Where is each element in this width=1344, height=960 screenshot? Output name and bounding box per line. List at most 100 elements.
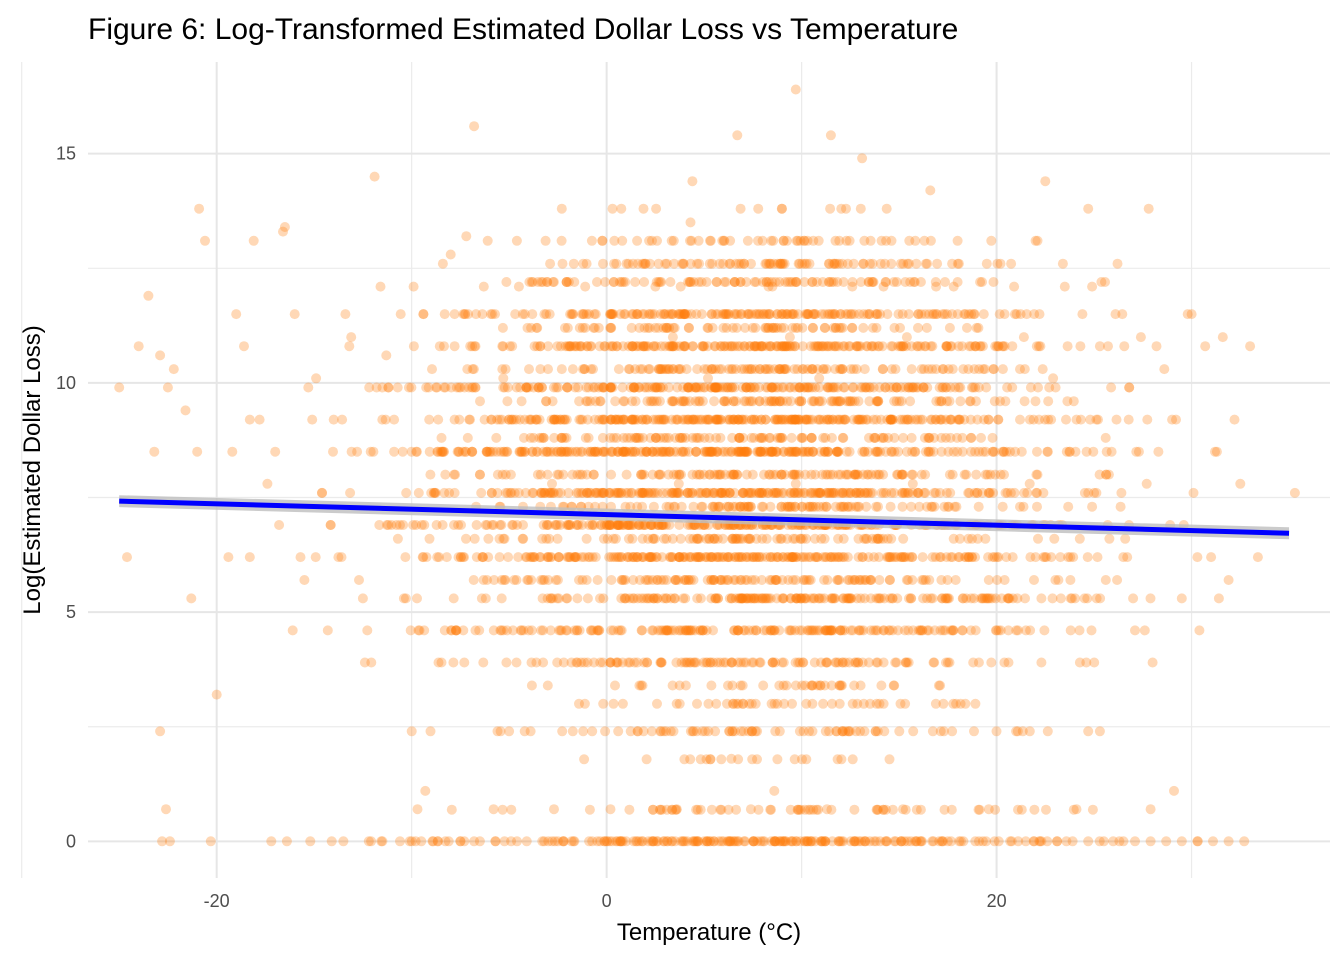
data-point bbox=[868, 625, 879, 636]
data-point bbox=[914, 501, 925, 512]
data-point bbox=[921, 501, 932, 512]
data-point bbox=[984, 593, 995, 604]
data-point bbox=[532, 446, 543, 457]
data-point bbox=[449, 487, 460, 498]
data-point bbox=[418, 309, 429, 320]
data-point bbox=[680, 680, 691, 691]
data-point bbox=[612, 520, 623, 530]
data-point bbox=[806, 625, 817, 636]
data-point bbox=[979, 593, 990, 604]
data-point bbox=[687, 176, 698, 187]
data-point bbox=[622, 552, 633, 563]
data-point bbox=[693, 552, 704, 563]
data-point bbox=[186, 593, 197, 604]
data-point bbox=[1217, 332, 1228, 343]
data-point bbox=[824, 625, 835, 636]
data-point bbox=[634, 487, 644, 498]
data-point bbox=[687, 726, 698, 737]
data-point bbox=[513, 281, 524, 292]
data-point bbox=[417, 552, 428, 563]
data-point bbox=[963, 533, 974, 544]
data-point bbox=[647, 446, 658, 457]
data-point bbox=[797, 680, 808, 691]
data-point bbox=[882, 552, 892, 563]
data-point bbox=[585, 625, 596, 636]
data-point bbox=[756, 487, 767, 498]
data-point bbox=[588, 625, 599, 636]
data-point bbox=[768, 625, 779, 636]
data-point bbox=[826, 487, 836, 498]
data-point bbox=[615, 836, 626, 847]
data-point bbox=[471, 520, 482, 530]
data-point bbox=[406, 836, 417, 847]
data-point bbox=[623, 657, 634, 668]
data-point bbox=[383, 382, 394, 393]
data-point bbox=[425, 726, 436, 737]
data-point bbox=[659, 533, 670, 544]
data-point bbox=[1169, 785, 1179, 796]
data-point bbox=[838, 726, 848, 737]
data-point bbox=[849, 575, 860, 585]
data-point bbox=[651, 446, 662, 457]
data-point bbox=[553, 593, 564, 604]
data-point bbox=[1200, 341, 1211, 352]
data-point bbox=[591, 487, 602, 498]
data-point bbox=[515, 414, 525, 425]
data-point bbox=[604, 520, 615, 530]
data-point bbox=[766, 836, 777, 847]
data-point bbox=[851, 726, 861, 737]
data-point bbox=[820, 836, 831, 847]
data-point bbox=[1041, 552, 1052, 563]
data-point bbox=[652, 487, 663, 498]
data-point bbox=[622, 520, 633, 530]
data-point bbox=[681, 625, 692, 636]
data-point bbox=[619, 309, 630, 320]
data-point bbox=[804, 501, 815, 512]
data-point bbox=[839, 552, 850, 563]
data-point bbox=[714, 258, 725, 269]
data-point bbox=[941, 487, 952, 498]
data-point bbox=[736, 446, 747, 457]
data-point bbox=[1075, 341, 1086, 352]
data-point bbox=[660, 520, 671, 530]
data-point bbox=[974, 836, 984, 847]
data-point bbox=[962, 322, 972, 333]
data-point bbox=[918, 382, 929, 393]
data-point bbox=[592, 625, 603, 636]
data-point bbox=[685, 552, 696, 563]
data-point bbox=[295, 552, 306, 563]
data-point bbox=[985, 469, 996, 480]
data-point bbox=[695, 625, 705, 636]
data-point bbox=[805, 836, 816, 847]
data-point bbox=[812, 364, 823, 375]
data-point bbox=[704, 533, 714, 544]
data-point bbox=[1101, 469, 1112, 480]
data-point bbox=[746, 726, 757, 737]
data-point bbox=[666, 593, 676, 604]
data-point bbox=[723, 804, 734, 815]
data-point bbox=[793, 657, 804, 668]
data-point bbox=[791, 593, 802, 604]
data-point bbox=[632, 552, 643, 563]
data-point bbox=[1068, 804, 1079, 815]
data-point bbox=[545, 625, 556, 636]
data-point bbox=[778, 593, 789, 604]
data-point bbox=[776, 501, 787, 512]
data-point bbox=[837, 726, 848, 737]
data-point bbox=[857, 552, 868, 563]
data-point bbox=[636, 469, 647, 480]
data-point bbox=[637, 487, 648, 498]
data-point bbox=[806, 487, 817, 498]
data-point bbox=[623, 533, 634, 544]
data-point bbox=[1003, 593, 1014, 604]
data-point bbox=[897, 487, 907, 498]
data-point bbox=[1043, 396, 1054, 407]
data-point bbox=[816, 836, 827, 847]
data-point bbox=[788, 575, 798, 585]
data-point bbox=[281, 836, 292, 847]
data-point bbox=[1145, 836, 1156, 847]
data-point bbox=[457, 446, 468, 457]
data-point bbox=[674, 698, 685, 709]
data-point bbox=[580, 432, 591, 443]
data-point bbox=[1007, 593, 1018, 604]
